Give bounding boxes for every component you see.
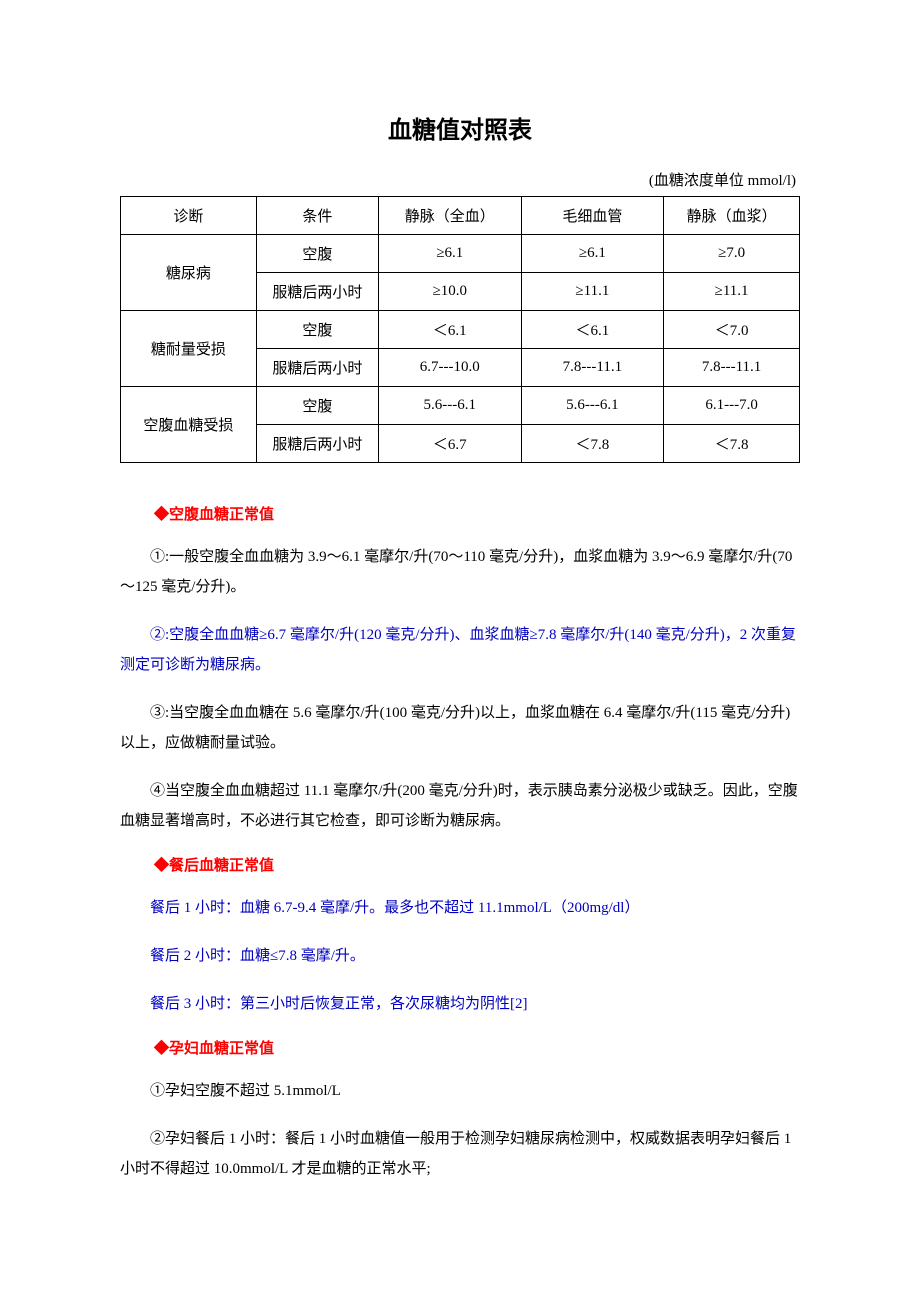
paragraph-postmeal-1: 餐后 1 小时：血糖 6.7-9.4 毫摩/升。最多也不超过 11.1mmol/… bbox=[120, 893, 800, 923]
table-row: 糖耐量受损 空腹 ＜6.1 ＜6.1 ＜7.0 bbox=[121, 311, 800, 349]
value-cell: ≥10.0 bbox=[379, 273, 522, 311]
unit-note: (血糖浓度单位 mmol/l) bbox=[120, 169, 800, 190]
value-cell: 6.1---7.0 bbox=[664, 387, 800, 425]
paragraph-postmeal-3: 餐后 3 小时：第三小时后恢复正常，各次尿糖均为阴性[2] bbox=[120, 989, 800, 1019]
value-cell: ＜7.8 bbox=[664, 425, 800, 463]
diag-cell: 空腹血糖受损 bbox=[121, 387, 257, 463]
value-cell: ＜7.0 bbox=[664, 311, 800, 349]
value-cell: 6.7---10.0 bbox=[379, 349, 522, 387]
col-header-cond: 条件 bbox=[256, 197, 378, 235]
col-header-diag: 诊断 bbox=[121, 197, 257, 235]
page-title: 血糖值对照表 bbox=[120, 110, 800, 145]
table-row: 空腹血糖受损 空腹 5.6---6.1 5.6---6.1 6.1---7.0 bbox=[121, 387, 800, 425]
paragraph-fasting-2: ②:空腹全血血糖≥6.7 毫摩尔/升(120 毫克/分升)、血浆血糖≥7.8 毫… bbox=[120, 620, 800, 680]
cond-cell: 空腹 bbox=[256, 387, 378, 425]
document-page: 血糖值对照表 (血糖浓度单位 mmol/l) 诊断 条件 静脉（全血） 毛细血管… bbox=[0, 0, 920, 1282]
cond-cell: 空腹 bbox=[256, 311, 378, 349]
col-header-v1: 静脉（全血） bbox=[379, 197, 522, 235]
paragraph-postmeal-2: 餐后 2 小时：血糖≤7.8 毫摩/升。 bbox=[120, 941, 800, 971]
paragraph-fasting-4: ④当空腹全血血糖超过 11.1 毫摩尔/升(200 毫克/分升)时，表示胰岛素分… bbox=[120, 776, 800, 836]
value-cell: ＜7.8 bbox=[521, 425, 664, 463]
paragraph-pregnant-2: ②孕妇餐后 1 小时：餐后 1 小时血糖值一般用于检测孕妇糖尿病检测中，权威数据… bbox=[120, 1124, 800, 1184]
diag-cell: 糖耐量受损 bbox=[121, 311, 257, 387]
diag-cell: 糖尿病 bbox=[121, 235, 257, 311]
value-cell: 7.8---11.1 bbox=[521, 349, 664, 387]
reference-table: 诊断 条件 静脉（全血） 毛细血管 静脉（血浆） 糖尿病 空腹 ≥6.1 ≥6.… bbox=[120, 196, 800, 463]
value-cell: 7.8---11.1 bbox=[664, 349, 800, 387]
section-heading-postmeal: ◆餐后血糖正常值 bbox=[154, 854, 800, 875]
value-cell: 5.6---6.1 bbox=[379, 387, 522, 425]
value-cell: ＜6.7 bbox=[379, 425, 522, 463]
col-header-v3: 静脉（血浆） bbox=[664, 197, 800, 235]
cond-cell: 服糖后两小时 bbox=[256, 425, 378, 463]
value-cell: ＜6.1 bbox=[379, 311, 522, 349]
cond-cell: 空腹 bbox=[256, 235, 378, 273]
section-heading-fasting: ◆空腹血糖正常值 bbox=[154, 503, 800, 524]
section-heading-pregnant: ◆孕妇血糖正常值 bbox=[154, 1037, 800, 1058]
value-cell: ≥7.0 bbox=[664, 235, 800, 273]
value-cell: ≥11.1 bbox=[521, 273, 664, 311]
value-cell: ≥11.1 bbox=[664, 273, 800, 311]
value-cell: ≥6.1 bbox=[521, 235, 664, 273]
cond-cell: 服糖后两小时 bbox=[256, 349, 378, 387]
value-cell: ≥6.1 bbox=[379, 235, 522, 273]
paragraph-fasting-1: ①:一般空腹全血血糖为 3.9～6.1 毫摩尔/升(70～110 毫克/分升)，… bbox=[120, 542, 800, 602]
col-header-v2: 毛细血管 bbox=[521, 197, 664, 235]
paragraph-fasting-3: ③:当空腹全血血糖在 5.6 毫摩尔/升(100 毫克/分升)以上，血浆血糖在 … bbox=[120, 698, 800, 758]
value-cell: ＜6.1 bbox=[521, 311, 664, 349]
table-header-row: 诊断 条件 静脉（全血） 毛细血管 静脉（血浆） bbox=[121, 197, 800, 235]
table-row: 糖尿病 空腹 ≥6.1 ≥6.1 ≥7.0 bbox=[121, 235, 800, 273]
cond-cell: 服糖后两小时 bbox=[256, 273, 378, 311]
value-cell: 5.6---6.1 bbox=[521, 387, 664, 425]
paragraph-pregnant-1: ①孕妇空腹不超过 5.1mmol/L bbox=[120, 1076, 800, 1106]
